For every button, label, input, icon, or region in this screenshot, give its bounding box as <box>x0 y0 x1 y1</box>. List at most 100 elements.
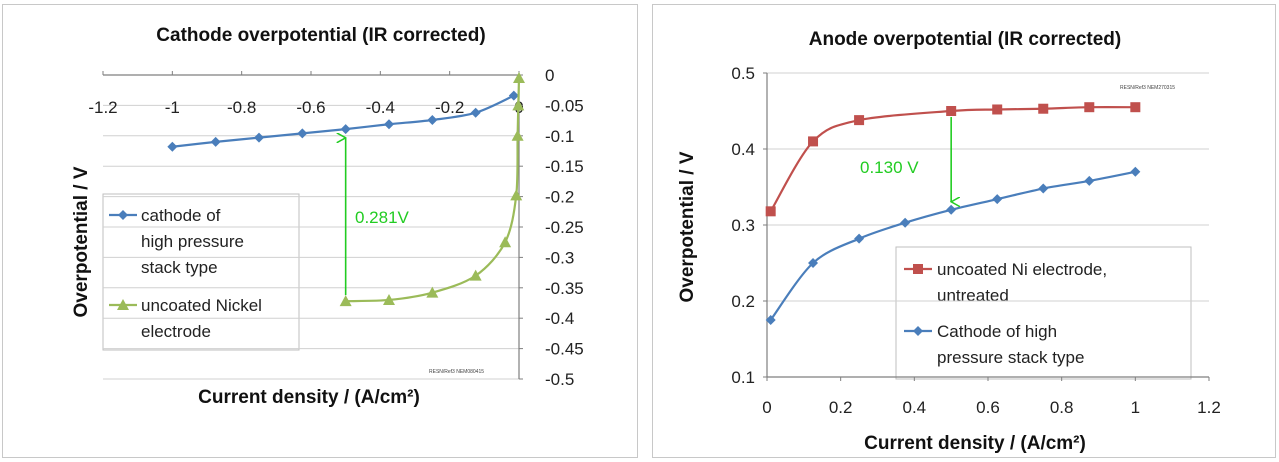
y-tick-label: -0.25 <box>545 218 584 237</box>
y-tick-label: -0.5 <box>545 370 574 389</box>
y-tick-label: -0.1 <box>545 127 574 146</box>
legend-marker-square <box>913 264 923 274</box>
series-cathode-high-pressure <box>167 90 519 152</box>
legend-label-line1: Cathode of high <box>937 322 1057 341</box>
data-point <box>900 217 911 228</box>
data-point <box>470 107 481 118</box>
x-tick-label: -0.8 <box>227 98 256 117</box>
data-point <box>513 72 525 84</box>
data-point <box>808 258 819 268</box>
x-tick-label: 0.6 <box>976 398 1000 417</box>
data-point <box>426 286 439 298</box>
x-tick-label: -0.6 <box>296 98 325 117</box>
x-tick-label: 1 <box>1131 398 1140 417</box>
legend-box <box>895 246 1192 380</box>
data-point <box>499 236 512 248</box>
data-point <box>765 315 776 325</box>
series-line <box>769 105 1136 212</box>
x-axis-title: Current density / (A/cm²) <box>864 433 1086 454</box>
data-point <box>340 124 351 135</box>
y-axis-title: Overpotential / V <box>71 166 92 317</box>
overpotential-difference-label: 0.281V <box>355 208 410 227</box>
data-point <box>254 132 264 143</box>
data-point <box>854 115 865 126</box>
data-point <box>384 119 394 130</box>
data-point <box>808 136 819 147</box>
data-point <box>1084 102 1095 113</box>
legend-marker-diamond <box>118 210 128 220</box>
cathode-chart-panel: Cathode overpotential (IR corrected) Cur… <box>2 4 638 458</box>
x-tick-label: -0.2 <box>435 98 464 117</box>
data-point <box>1038 183 1049 194</box>
data-point <box>765 206 776 217</box>
legend-label-line3: stack type <box>141 258 218 277</box>
x-tick-label: -1 <box>165 98 180 117</box>
gridlines <box>103 104 519 380</box>
series-uncoated-ni <box>765 102 1141 217</box>
y-tick-label: 0.4 <box>731 140 755 159</box>
x-tick-label: -1.2 <box>88 98 117 117</box>
data-point <box>512 99 525 111</box>
data-point <box>383 293 395 305</box>
series-cathode-high-pressure <box>765 166 1141 325</box>
legend-label-line1: uncoated Nickel <box>141 296 262 315</box>
legend-entry-uncoated-ni: uncoated Ni electrode, untreated <box>904 260 1107 305</box>
y-tick-label: -0.3 <box>545 248 574 267</box>
data-point <box>167 141 178 152</box>
data-point <box>511 129 524 141</box>
legend-entry-nickel: uncoated Nickel electrode <box>109 296 262 341</box>
y-tick-label: -0.05 <box>545 96 584 115</box>
legend-entry-cathode: Cathode of high pressure stack type <box>904 322 1084 367</box>
data-point <box>992 104 1003 115</box>
x-axis-title: Current density / (A/cm²) <box>198 387 420 408</box>
data-point <box>210 136 221 147</box>
x-tick-label: 0.4 <box>903 398 927 417</box>
legend-label-line2: untreated <box>937 286 1009 305</box>
data-point <box>946 204 957 215</box>
data-point <box>946 106 957 116</box>
y-tick-label: -0.2 <box>545 188 574 207</box>
legend-entry-cathode: cathode of high pressure stack type <box>109 206 244 277</box>
chart-title: Anode overpotential (IR corrected) <box>809 29 1122 50</box>
x-tick-label: 1.2 <box>1197 398 1221 417</box>
legend-label-line2: electrode <box>141 322 211 341</box>
legend-box <box>102 193 300 351</box>
data-point <box>1038 103 1049 114</box>
data-point <box>1130 102 1141 113</box>
data-point <box>510 189 523 201</box>
y-tick-label: -0.4 <box>545 309 574 328</box>
legend-label-line1: cathode of <box>141 206 221 225</box>
anode-chart: Anode overpotential (IR corrected) Curre… <box>677 29 1221 454</box>
x-tick-label: -0.4 <box>366 98 395 117</box>
y-tick-label: 0.5 <box>731 64 755 83</box>
legend-label-line2: high pressure <box>141 232 244 251</box>
x-tick-label: 0 <box>762 398 771 417</box>
chart-title: Cathode overpotential (IR corrected) <box>156 25 485 46</box>
y-tick-label: -0.45 <box>545 340 584 359</box>
data-point <box>1130 166 1141 177</box>
legend-marker-diamond <box>913 326 923 336</box>
legend-label-line2: pressure stack type <box>937 348 1084 367</box>
data-point <box>1084 175 1095 186</box>
anode-chart-panel: Anode overpotential (IR corrected) Curre… <box>652 4 1276 458</box>
data-point <box>854 233 865 244</box>
x-tick-label: 0.8 <box>1050 398 1074 417</box>
y-tick-label: 0.1 <box>731 368 755 387</box>
y-tick-label: -0.35 <box>545 279 584 298</box>
y-tick-label: -0.15 <box>545 157 584 176</box>
chart-note: RESN/Ref3 NEM080415 <box>429 369 484 375</box>
series-uncoated-nickel <box>339 72 525 307</box>
gridlines <box>767 72 1209 302</box>
data-point <box>339 295 352 307</box>
data-point <box>992 194 1003 205</box>
y-tick-label: 0.2 <box>731 292 755 311</box>
legend-marker-triangle <box>117 299 129 310</box>
y-axis-title: Overpotential / V <box>677 151 698 302</box>
y-tick-label: 0 <box>545 66 554 85</box>
chart-note: RESN/Ref3 NEM270315 <box>1120 85 1175 91</box>
cathode-chart: Cathode overpotential (IR corrected) Cur… <box>71 25 584 408</box>
y-tick-label: 0.3 <box>731 216 755 235</box>
data-point <box>297 128 308 139</box>
data-point <box>427 114 438 125</box>
x-tick-label: 0.2 <box>829 398 853 417</box>
